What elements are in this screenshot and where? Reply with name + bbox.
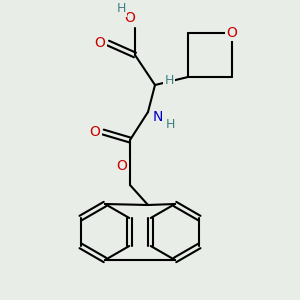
Text: H: H — [164, 74, 174, 86]
Text: O: O — [90, 125, 101, 139]
Text: O: O — [226, 26, 237, 40]
Text: O: O — [117, 159, 128, 173]
Text: N: N — [153, 110, 163, 124]
Text: O: O — [124, 11, 135, 25]
Text: O: O — [94, 36, 105, 50]
Text: H: H — [165, 118, 175, 131]
Text: H: H — [116, 2, 126, 16]
